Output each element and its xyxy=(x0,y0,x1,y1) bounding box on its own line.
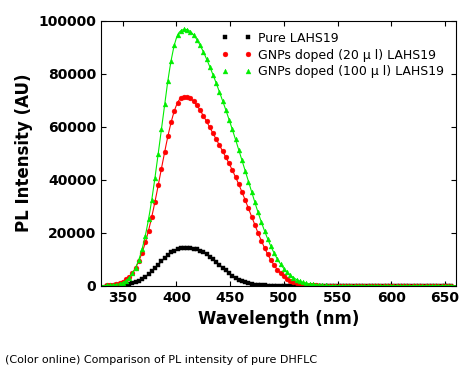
Y-axis label: PL Intensity (AU): PL Intensity (AU) xyxy=(15,74,33,233)
Pure LAHS19 xyxy=(403,284,409,288)
Line: GNPs doped (20 μ l) LAHS19: GNPs doped (20 μ l) LAHS19 xyxy=(104,94,454,288)
GNPs doped (20 μ l) LAHS19 xyxy=(104,283,109,288)
GNPs doped (100 μ l) LAHS19 xyxy=(403,284,409,288)
GNPs doped (100 μ l) LAHS19 xyxy=(104,283,109,288)
GNPs doped (100 μ l) LAHS19 xyxy=(181,27,187,32)
Pure LAHS19 xyxy=(139,277,145,281)
GNPs doped (20 μ l) LAHS19 xyxy=(403,284,409,288)
GNPs doped (20 μ l) LAHS19 xyxy=(181,95,187,99)
GNPs doped (100 μ l) LAHS19 xyxy=(159,126,164,131)
GNPs doped (100 μ l) LAHS19 xyxy=(139,247,145,251)
Pure LAHS19 xyxy=(184,246,190,250)
Pure LAHS19 xyxy=(268,283,274,288)
Line: Pure LAHS19: Pure LAHS19 xyxy=(105,246,454,288)
Pure LAHS19 xyxy=(104,284,109,288)
Pure LAHS19 xyxy=(445,284,451,288)
GNPs doped (100 μ l) LAHS19 xyxy=(445,284,451,288)
GNPs doped (100 μ l) LAHS19 xyxy=(268,244,274,249)
Pure LAHS19 xyxy=(159,259,164,264)
GNPs doped (20 μ l) LAHS19 xyxy=(448,284,454,288)
Pure LAHS19 xyxy=(448,284,454,288)
GNPs doped (20 μ l) LAHS19 xyxy=(139,250,145,255)
GNPs doped (100 μ l) LAHS19 xyxy=(381,284,386,288)
Text: (Color online) Comparison of PL intensity of pure DHFLC: (Color online) Comparison of PL intensit… xyxy=(5,355,317,365)
Legend: Pure LAHS19, GNPs doped (20 μ l) LAHS19, GNPs doped (100 μ l) LAHS19: Pure LAHS19, GNPs doped (20 μ l) LAHS19,… xyxy=(216,27,449,83)
GNPs doped (100 μ l) LAHS19 xyxy=(448,284,454,288)
Pure LAHS19 xyxy=(381,284,386,288)
X-axis label: Wavelength (nm): Wavelength (nm) xyxy=(198,310,359,328)
GNPs doped (20 μ l) LAHS19 xyxy=(381,284,386,288)
Line: GNPs doped (100 μ l) LAHS19: GNPs doped (100 μ l) LAHS19 xyxy=(104,27,454,288)
GNPs doped (20 μ l) LAHS19 xyxy=(445,284,451,288)
GNPs doped (20 μ l) LAHS19 xyxy=(268,258,274,262)
GNPs doped (20 μ l) LAHS19 xyxy=(159,166,164,171)
